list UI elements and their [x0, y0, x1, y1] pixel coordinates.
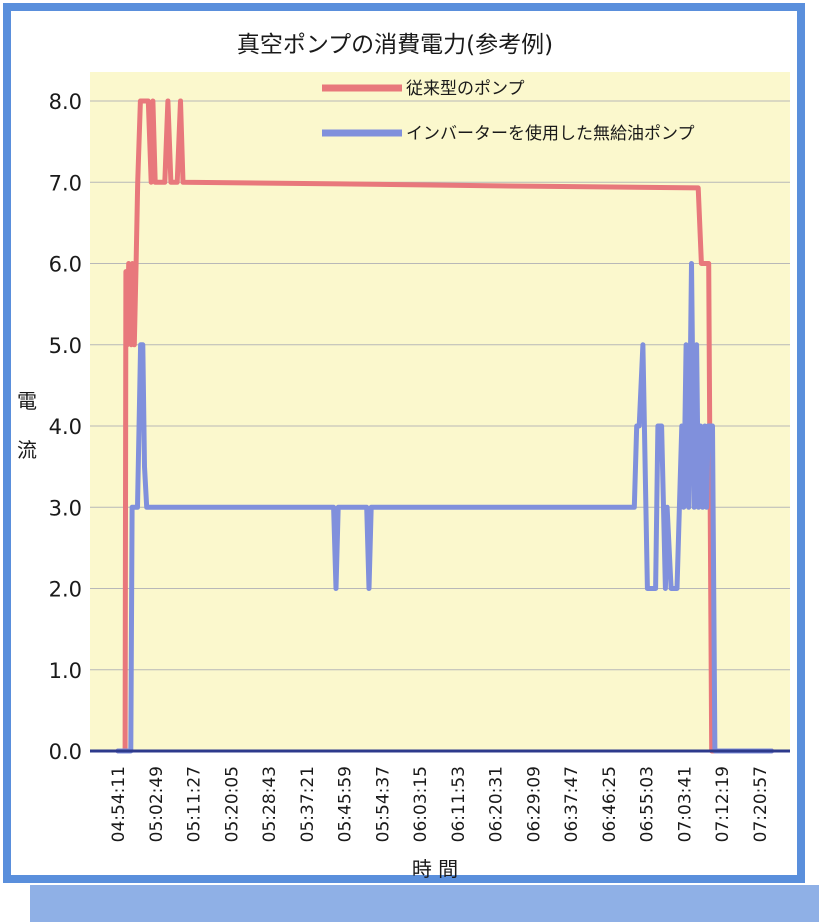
x-tick-label: 04:54:11	[109, 766, 129, 842]
y-tick-label: 8.0	[49, 90, 82, 114]
x-tick-label: 05:02:49	[147, 766, 167, 842]
x-tick-label: 06:37:47	[562, 766, 582, 842]
frame-shadow-bar	[30, 885, 819, 922]
y-tick-label: 3.0	[49, 496, 82, 520]
x-tick-label: 05:45:59	[336, 766, 356, 842]
y-axis-title-char-1: 電	[17, 389, 37, 413]
y-axis-title: 電 流	[17, 389, 37, 462]
x-tick-label: 07:12:19	[713, 766, 733, 842]
legend-label: インバーターを使用した無給油ポンプ	[406, 123, 695, 144]
legend-entry-conventional-pump: 従来型のポンプ	[322, 79, 525, 99]
x-tick-label: 05:28:43	[260, 766, 280, 842]
y-axis-title-char-2: 流	[17, 438, 37, 462]
x-axis-title: 時 間	[412, 857, 458, 881]
x-tick-label: 06:03:15	[411, 766, 431, 842]
y-tick-label: 5.0	[49, 334, 82, 358]
y-tick-label: 7.0	[49, 171, 82, 195]
x-tick-label: 06:55:03	[638, 766, 658, 842]
legend-label: 従来型のポンプ	[406, 79, 525, 99]
x-tick-label: 06:29:09	[524, 766, 544, 842]
series-lines	[115, 98, 775, 754]
x-tick-label: 05:20:05	[222, 766, 242, 842]
x-axis-tick-labels: 04:54:11 05:02:49 05:11:27 05:20:05 05:28:43…	[109, 766, 771, 842]
y-tick-label: 1.0	[49, 659, 82, 683]
y-tick-label: 2.0	[49, 578, 82, 602]
series-line-conventional-pump	[115, 98, 775, 754]
x-tick-label: 07:03:41	[675, 766, 695, 842]
x-tick-label: 05:37:21	[298, 766, 318, 842]
x-tick-label: 05:11:27	[185, 766, 205, 842]
legend-entry-inverter-pump: インバーターを使用した無給油ポンプ	[322, 123, 695, 144]
x-tick-label: 06:11:53	[449, 766, 469, 842]
y-tick-label: 0.0	[49, 740, 82, 764]
y-axis-tick-labels: 0.0 1.0 2.0 3.0 4.0 5.0 6.0 7.0 8.0	[49, 90, 82, 764]
x-tick-label: 06:20:31	[487, 766, 507, 842]
series-line-inverter-pump	[115, 261, 775, 754]
y-tick-label: 4.0	[49, 415, 82, 439]
x-tick-label: 07:20:57	[751, 766, 771, 842]
x-tick-label: 05:54:37	[373, 766, 393, 842]
x-tick-label: 06:46:25	[600, 766, 620, 842]
chart-title: 真空ポンプの消費電力(参考例)	[237, 32, 553, 58]
y-tick-label: 6.0	[49, 253, 82, 277]
